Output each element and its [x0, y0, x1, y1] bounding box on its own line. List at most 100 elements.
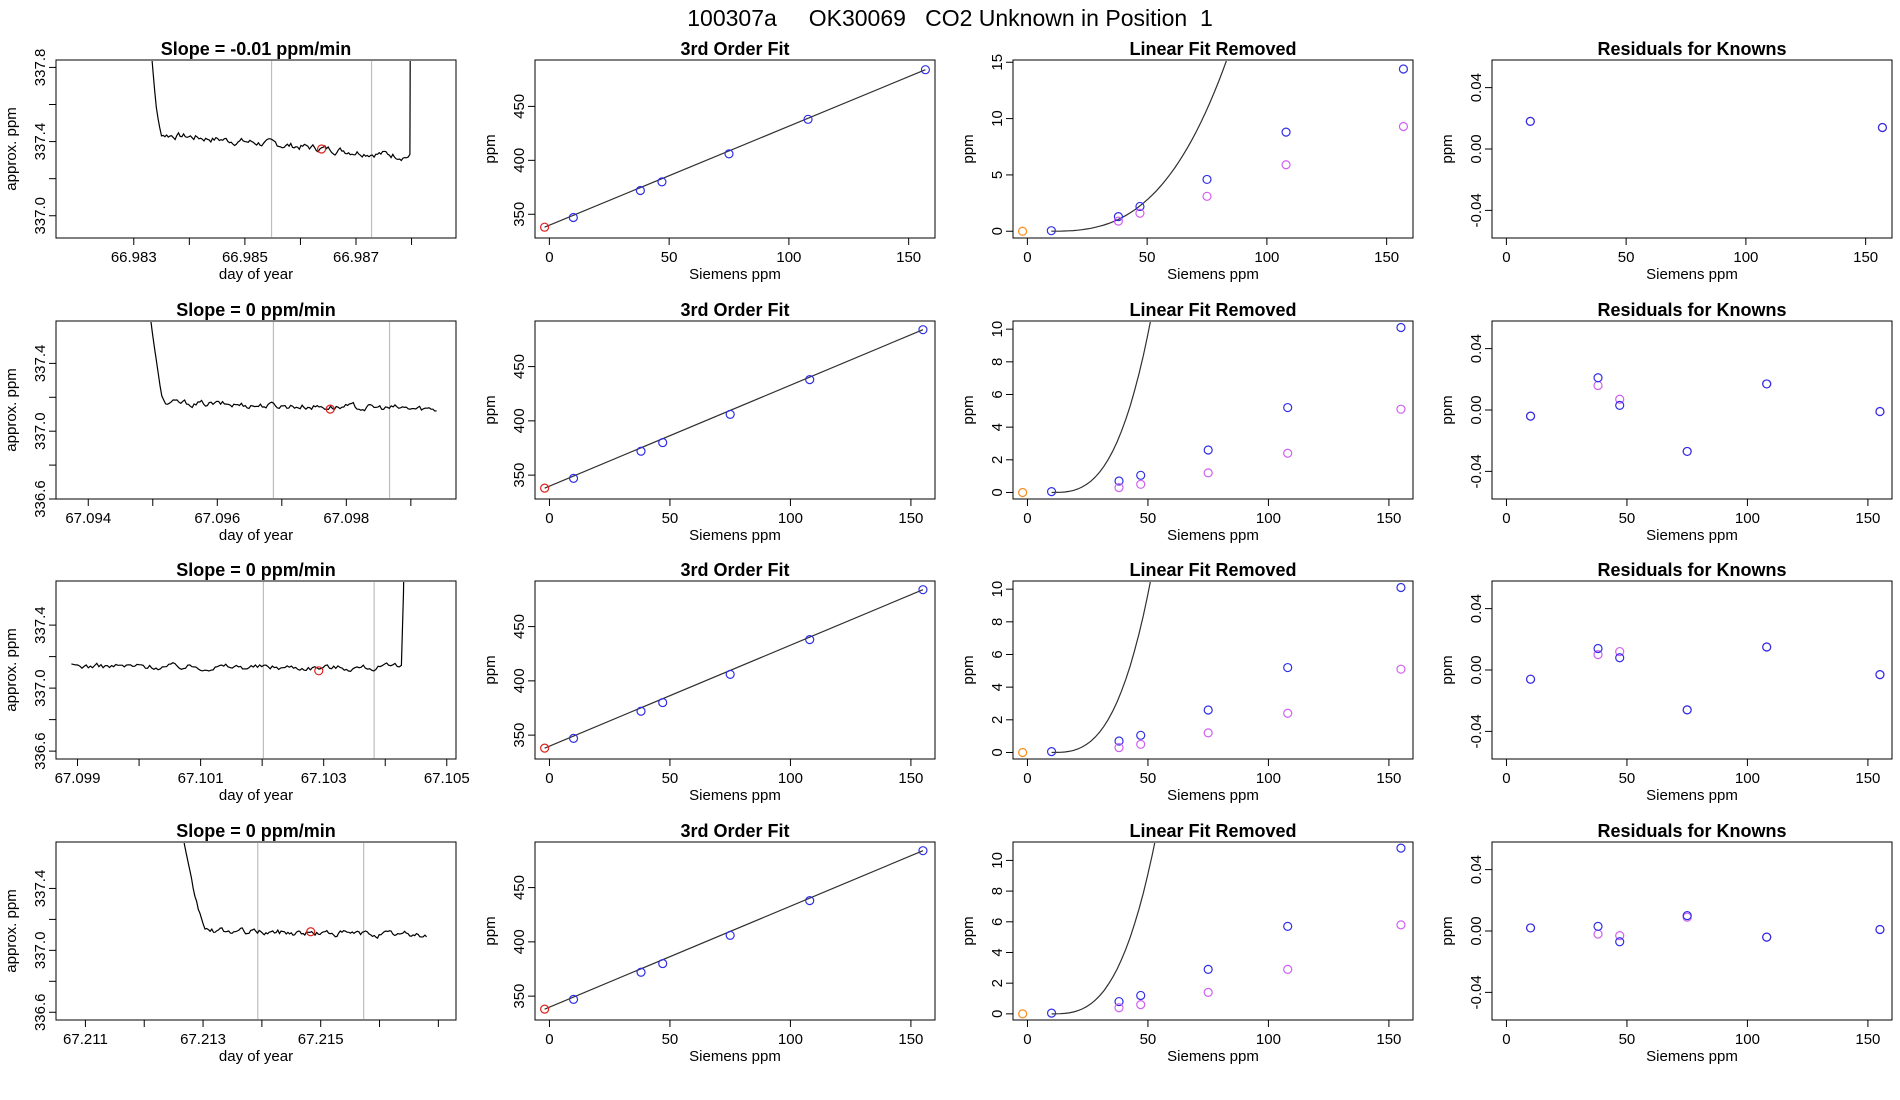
- data-point-blue: [1203, 705, 1213, 715]
- data-point-blue: [636, 706, 646, 716]
- panel-title: 3rd Order Fit: [680, 821, 789, 841]
- y-axis-label: ppm: [482, 134, 499, 163]
- y-tick-label: 337.8: [32, 49, 49, 87]
- data-point-magenta: [1203, 468, 1213, 478]
- data-point-blue: [1136, 730, 1146, 740]
- plot-frame: [55, 580, 457, 760]
- x-tick-label: 100: [1735, 1031, 1760, 1048]
- y-axis-label: ppm: [482, 655, 499, 684]
- data-point-magenta: [1203, 987, 1213, 997]
- data-point-blue: [1396, 582, 1406, 593]
- y-tick-label: 0.04: [1468, 855, 1485, 884]
- y-tick-label: 450: [511, 354, 528, 379]
- y-tick-label: 350: [511, 463, 528, 488]
- y-axis-label: approx. ppm: [3, 368, 20, 451]
- x-tick-label: 50: [1140, 770, 1157, 787]
- plot-area: [1018, 582, 1406, 758]
- data-point-blue: [658, 437, 668, 448]
- x-tick-label: 0: [1023, 510, 1031, 527]
- x-tick-label: 100: [776, 249, 801, 266]
- x-tick-label: 0: [1502, 249, 1510, 266]
- x-tick-label: 50: [662, 510, 679, 527]
- y-tick-label: 10: [989, 581, 1006, 598]
- fit-line: [544, 329, 924, 489]
- panel-title: Residuals for Knowns: [1597, 821, 1786, 841]
- y-axis-label: ppm: [960, 655, 977, 684]
- x-axis-label: Siemens ppm: [1646, 787, 1738, 804]
- y-tick-label: 0: [989, 488, 1006, 496]
- data-point-blue: [1682, 705, 1692, 715]
- y-tick-label: 337.4: [32, 870, 49, 908]
- data-point-magenta: [1283, 448, 1293, 458]
- y-tick-label: -0.04: [1468, 193, 1485, 227]
- unknown-point: [316, 144, 327, 154]
- data-point-blue: [1875, 670, 1885, 680]
- x-tick-label: 67.099: [55, 770, 101, 787]
- x-tick-label: 50: [1618, 249, 1635, 266]
- data-point-orange: [1018, 1009, 1028, 1019]
- data-point-magenta: [1202, 191, 1212, 201]
- x-tick-label: 150: [1376, 1031, 1401, 1048]
- data-point-blue: [1046, 1008, 1057, 1018]
- y-tick-label: 337.4: [32, 345, 49, 383]
- x-tick-label: 67.215: [298, 1031, 344, 1048]
- data-point-blue: [805, 896, 815, 906]
- y-tick-label: 0.04: [1468, 73, 1485, 102]
- panel-r1-c2: 3rd Order Fit 0 50 100 150 350 400 450 Siemens p…: [482, 39, 936, 283]
- x-tick-label: 67.103: [301, 770, 347, 787]
- y-tick-label: 0: [989, 1010, 1006, 1018]
- data-point-orange: [1017, 226, 1028, 236]
- data-point-blue: [920, 65, 931, 75]
- plot-frame: [534, 580, 936, 760]
- data-point-blue: [1046, 226, 1056, 236]
- plot-area: [1525, 911, 1885, 947]
- y-tick-label: 450: [511, 614, 528, 639]
- data-point-magenta: [1136, 479, 1146, 489]
- y-tick-label: 336.6: [32, 732, 49, 770]
- data-point-blue: [568, 994, 579, 1004]
- plot-area: [1017, 61, 1409, 236]
- data-point-blue: [1615, 400, 1625, 410]
- plot-frame: [534, 59, 936, 239]
- y-tick-label: 400: [511, 408, 528, 433]
- panel-r3-c4: Residuals for Knowns 0 50 100 150 -0.04 0.00 0.…: [1439, 560, 1893, 804]
- x-tick-label: 150: [1853, 249, 1878, 266]
- y-tick-label: 8: [989, 618, 1006, 626]
- plot-area: [1525, 642, 1885, 715]
- y-tick-label: 6: [989, 390, 1006, 398]
- data-point-magenta: [1114, 1003, 1124, 1013]
- panel-r2-c2: 3rd Order Fit 0 50 100 150 350 400 450 Siemens p…: [482, 300, 936, 544]
- y-tick-label: 8: [989, 887, 1006, 895]
- x-tick-label: 150: [898, 770, 923, 787]
- x-tick-label: 100: [778, 1031, 803, 1048]
- panel-title: Slope = -0.01 ppm/min: [161, 39, 352, 59]
- y-tick-label: 337.0: [32, 669, 49, 707]
- plot-frame: [55, 59, 457, 239]
- data-point-blue: [658, 958, 668, 969]
- x-tick-label: 50: [1139, 249, 1156, 266]
- panel-r4-c3: Linear Fit Removed 0 50 100 150 0 2 4 6 8 10 Siemen…: [960, 821, 1414, 1065]
- y-tick-label: 4: [989, 948, 1006, 956]
- data-point-blue: [568, 473, 579, 483]
- x-tick-label: 100: [778, 510, 803, 527]
- data-point-blue: [918, 846, 928, 856]
- x-tick-label: 150: [1376, 770, 1401, 787]
- plot-area: [151, 61, 411, 237]
- data-point-blue: [1615, 653, 1625, 663]
- data-point-blue: [1875, 924, 1885, 935]
- x-axis-label: day of year: [219, 266, 293, 283]
- x-tick-label: 67.094: [65, 510, 111, 527]
- data-point-blue: [1762, 379, 1772, 389]
- x-axis-label: Siemens ppm: [1646, 266, 1738, 283]
- panel-title: Slope = 0 ppm/min: [176, 821, 336, 841]
- x-axis-label: Siemens ppm: [1167, 787, 1259, 804]
- data-point-red: [540, 483, 550, 493]
- y-tick-label: 4: [989, 423, 1006, 431]
- data-point-blue: [803, 114, 813, 124]
- data-point-blue: [636, 446, 646, 456]
- panel-r4-c4: Residuals for Knowns 0 50 100 150 -0.04 0.00 0.…: [1439, 821, 1893, 1065]
- y-tick-label: 0.00: [1468, 134, 1485, 163]
- data-point-blue: [568, 212, 578, 223]
- data-point-blue: [657, 177, 667, 187]
